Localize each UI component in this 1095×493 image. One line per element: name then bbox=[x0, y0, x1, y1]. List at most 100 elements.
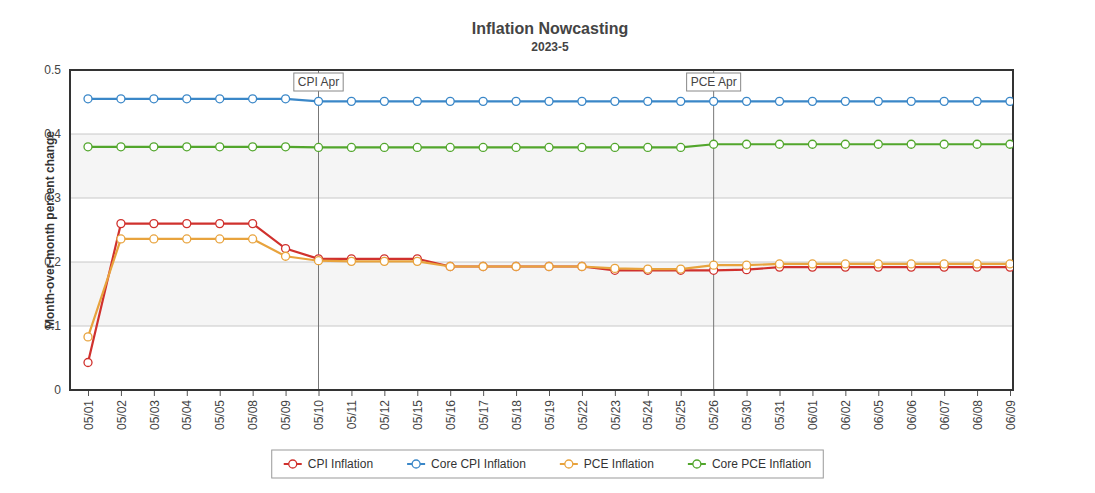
series-marker bbox=[973, 97, 981, 105]
series-marker bbox=[117, 143, 125, 151]
x-tick-label: 05/15 bbox=[411, 400, 425, 430]
series-marker bbox=[611, 97, 619, 105]
series-marker bbox=[216, 220, 224, 228]
series-marker bbox=[380, 257, 388, 265]
x-tick-label: 05/02 bbox=[115, 400, 129, 430]
series-marker bbox=[512, 143, 520, 151]
series-marker bbox=[117, 95, 125, 103]
series-marker bbox=[743, 140, 751, 148]
x-tick-label: 06/09 bbox=[1004, 400, 1018, 430]
series-marker bbox=[710, 97, 718, 105]
legend-box bbox=[272, 450, 824, 478]
series-marker bbox=[183, 220, 191, 228]
legend-swatch-marker bbox=[565, 460, 573, 468]
x-tick: 05/30 bbox=[740, 390, 754, 430]
y-tick-label: 0 bbox=[54, 383, 61, 397]
x-tick: 05/25 bbox=[674, 390, 688, 430]
series-marker bbox=[150, 220, 158, 228]
x-tick: 05/05 bbox=[213, 390, 227, 430]
y-axis-title: Month-over-month percent change bbox=[43, 131, 57, 329]
series-marker bbox=[216, 235, 224, 243]
bands bbox=[70, 134, 1013, 326]
series-marker bbox=[347, 143, 355, 151]
legend: CPI InflationCore CPI InflationPCE Infla… bbox=[272, 450, 824, 478]
series-marker bbox=[446, 97, 454, 105]
annotations bbox=[319, 70, 714, 390]
legend-swatch-marker bbox=[412, 460, 420, 468]
x-tick: 05/01 bbox=[82, 390, 96, 430]
x-tick-label: 05/10 bbox=[312, 400, 326, 430]
series-marker bbox=[545, 97, 553, 105]
band bbox=[70, 134, 1013, 198]
x-tick-label: 05/03 bbox=[148, 400, 162, 430]
x-tick-label: 05/08 bbox=[246, 400, 260, 430]
annotation-text: CPI Apr bbox=[298, 75, 339, 89]
series-marker bbox=[183, 235, 191, 243]
x-tick-label: 06/01 bbox=[806, 400, 820, 430]
x-tick-label: 05/26 bbox=[707, 400, 721, 430]
series-marker bbox=[907, 97, 915, 105]
x-tick: 06/05 bbox=[872, 390, 886, 430]
x-axis: 05/0105/0205/0305/0405/0505/0805/0905/10… bbox=[82, 390, 1018, 430]
series-marker bbox=[117, 220, 125, 228]
series-marker bbox=[841, 97, 849, 105]
series-marker bbox=[282, 143, 290, 151]
series-marker bbox=[249, 220, 257, 228]
x-tick-label: 05/16 bbox=[444, 400, 458, 430]
series-marker bbox=[413, 257, 421, 265]
series-marker bbox=[907, 260, 915, 268]
x-tick-label: 05/01 bbox=[82, 400, 96, 430]
series-marker bbox=[150, 235, 158, 243]
series-marker bbox=[315, 143, 323, 151]
x-tick-label: 06/08 bbox=[971, 400, 985, 430]
series-marker bbox=[512, 262, 520, 270]
series-marker bbox=[874, 260, 882, 268]
series-marker bbox=[446, 262, 454, 270]
series-marker bbox=[413, 97, 421, 105]
series-marker bbox=[743, 261, 751, 269]
x-tick-label: 06/02 bbox=[839, 400, 853, 430]
x-tick-label: 05/17 bbox=[477, 400, 491, 430]
series-marker bbox=[216, 95, 224, 103]
series-marker bbox=[874, 97, 882, 105]
x-tick-label: 05/24 bbox=[641, 400, 655, 430]
series-marker bbox=[808, 260, 816, 268]
series-marker bbox=[183, 95, 191, 103]
y-tick: 0.5 bbox=[44, 63, 70, 77]
x-tick-label: 05/31 bbox=[773, 400, 787, 430]
x-tick: 05/18 bbox=[510, 390, 524, 430]
x-tick: 05/31 bbox=[773, 390, 787, 430]
series-marker bbox=[117, 235, 125, 243]
x-tick-label: 05/23 bbox=[609, 400, 623, 430]
x-tick: 06/08 bbox=[971, 390, 985, 430]
annotation-box bbox=[687, 73, 741, 91]
series-marker bbox=[611, 264, 619, 272]
legend-label: PCE Inflation bbox=[584, 457, 654, 471]
band bbox=[70, 262, 1013, 326]
series-marker bbox=[446, 143, 454, 151]
x-tick-label: 05/22 bbox=[576, 400, 590, 430]
x-tick: 06/01 bbox=[806, 390, 820, 430]
x-tick-label: 05/30 bbox=[740, 400, 754, 430]
x-tick: 06/02 bbox=[839, 390, 853, 430]
legend-item: Core CPI Inflation bbox=[407, 457, 526, 471]
series-marker bbox=[446, 262, 454, 270]
series-marker bbox=[907, 140, 915, 148]
series-marker bbox=[249, 143, 257, 151]
x-tick-label: 06/05 bbox=[872, 400, 886, 430]
x-tick-label: 05/04 bbox=[180, 400, 194, 430]
series-marker bbox=[479, 262, 487, 270]
x-tick: 05/12 bbox=[378, 390, 392, 430]
series-marker bbox=[479, 262, 487, 270]
series-marker bbox=[545, 262, 553, 270]
annotation-box bbox=[294, 73, 343, 91]
series-marker bbox=[973, 260, 981, 268]
x-tick: 05/02 bbox=[115, 390, 129, 430]
series-marker bbox=[512, 97, 520, 105]
chart: 00.10.20.30.40.505/0105/0205/0305/0405/0… bbox=[0, 0, 1095, 493]
series-marker bbox=[644, 143, 652, 151]
legend-swatch-marker bbox=[693, 460, 701, 468]
series-marker bbox=[413, 143, 421, 151]
grid-line bbox=[70, 198, 1013, 199]
series-marker bbox=[644, 97, 652, 105]
